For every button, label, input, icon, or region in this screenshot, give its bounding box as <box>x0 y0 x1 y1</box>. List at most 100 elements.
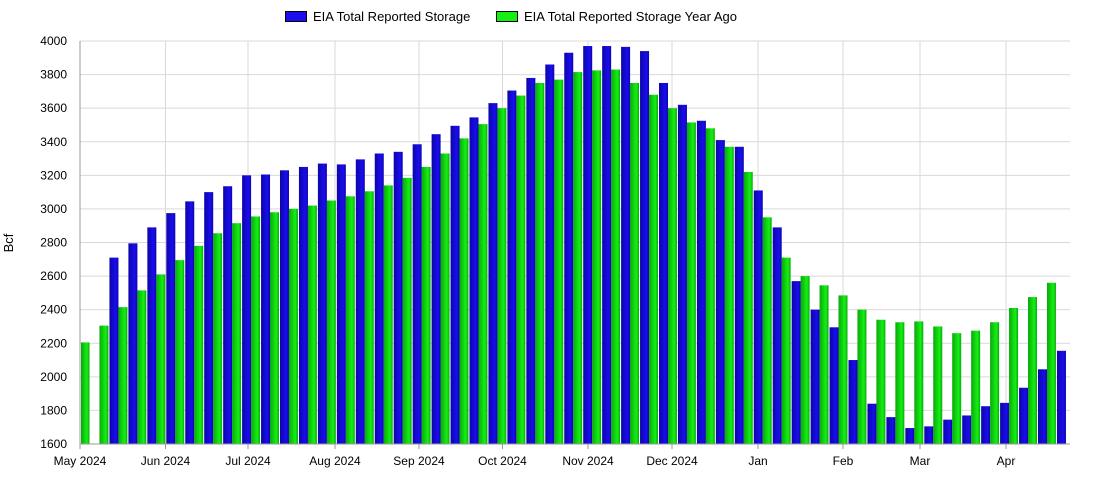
bar-current <box>886 417 896 444</box>
bar-year-ago <box>99 325 109 444</box>
bar-year-ago <box>440 153 450 445</box>
bar-year-ago <box>459 138 469 444</box>
y-tick-label: 2400 <box>40 303 67 317</box>
bar-year-ago <box>611 69 621 444</box>
bar-current <box>185 201 195 444</box>
bar-current <box>545 64 555 444</box>
x-tick-label: Mar <box>910 454 931 468</box>
bar-year-ago <box>497 108 507 445</box>
legend-swatch-current <box>285 10 307 22</box>
bar-current <box>1019 387 1029 444</box>
x-tick-label: Apr <box>997 454 1016 468</box>
bar-year-ago <box>667 108 677 445</box>
bar-year-ago <box>156 274 166 444</box>
bar-year-ago <box>630 82 640 445</box>
bar-year-ago <box>345 196 355 444</box>
x-tick-label: Jul 2024 <box>225 454 271 468</box>
x-tick-label: Feb <box>833 454 854 468</box>
bar-year-ago <box>914 321 924 444</box>
bar-year-ago <box>743 171 753 444</box>
bar-current <box>128 243 138 444</box>
bar-year-ago <box>402 177 412 444</box>
bar-year-ago <box>1028 297 1037 444</box>
bar-year-ago <box>554 79 564 444</box>
bar-current <box>488 103 498 445</box>
bar-year-ago <box>307 205 317 444</box>
bar-year-ago <box>81 342 90 444</box>
bar-current <box>734 146 744 444</box>
bar-current <box>412 144 422 445</box>
bar-year-ago <box>762 217 772 444</box>
x-tick-label: Oct 2024 <box>478 454 527 468</box>
bar-current <box>772 227 782 444</box>
bar-year-ago <box>194 245 204 444</box>
bar-current <box>962 415 972 444</box>
bar-year-ago <box>857 309 867 444</box>
bar-current <box>753 190 763 444</box>
bar-current <box>1056 350 1066 444</box>
legend-item-current: EIA Total Reported Storage <box>285 6 470 26</box>
bar-year-ago <box>800 276 810 444</box>
bar-year-ago <box>535 82 545 445</box>
bar-current <box>223 186 233 444</box>
bar-year-ago <box>649 94 658 444</box>
bar-year-ago <box>478 124 488 445</box>
legend-item-year-ago: EIA Total Reported Storage Year Ago <box>496 6 737 26</box>
x-tick-label: Jun 2024 <box>141 454 191 468</box>
bar-current <box>829 327 839 444</box>
bar-current <box>602 46 612 444</box>
bar-current <box>810 309 820 444</box>
x-tick-label: Nov 2024 <box>562 454 614 468</box>
bar-year-ago <box>686 122 696 445</box>
legend-label-current: EIA Total Reported Storage <box>313 8 471 24</box>
bar-year-ago <box>705 128 715 445</box>
bar-current <box>469 117 479 444</box>
bar-current <box>677 104 687 444</box>
bar-year-ago <box>933 326 943 444</box>
bar-year-ago <box>175 260 185 444</box>
bar-current <box>109 257 119 444</box>
bar-current <box>943 419 953 444</box>
y-tick-label: 3000 <box>40 202 67 216</box>
x-tick-label: Sep 2024 <box>393 454 445 468</box>
bar-current <box>355 159 365 444</box>
bar-year-ago <box>838 295 848 444</box>
bar-current <box>1038 369 1047 444</box>
y-tick-label: 3600 <box>40 101 67 115</box>
bar-current <box>204 192 214 444</box>
bar-current <box>1000 402 1010 444</box>
bar-year-ago <box>118 307 128 444</box>
x-tick-label: Dec 2024 <box>646 454 698 468</box>
bar-current <box>715 140 725 444</box>
bar-current <box>848 360 858 444</box>
bar-year-ago <box>326 200 336 444</box>
y-tick-label: 3800 <box>40 68 67 82</box>
y-tick-label: 2600 <box>40 269 67 283</box>
bar-year-ago <box>251 216 261 444</box>
bar-current <box>298 166 308 444</box>
bar-year-ago <box>213 233 223 444</box>
chart-bars <box>81 46 1066 445</box>
chart-legend: EIA Total Reported Storage EIA Total Rep… <box>0 6 1100 26</box>
bar-current <box>640 51 650 444</box>
bar-year-ago <box>270 212 279 444</box>
bar-year-ago <box>383 185 393 445</box>
x-tick-label: Aug 2024 <box>309 454 361 468</box>
bar-current <box>147 227 157 444</box>
bar-year-ago <box>895 322 905 444</box>
y-tick-label: 2800 <box>40 236 67 250</box>
y-tick-label: 3200 <box>40 168 67 182</box>
bar-current <box>166 213 176 444</box>
bar-year-ago <box>137 290 147 444</box>
bar-year-ago <box>952 333 962 444</box>
bar-current <box>431 134 441 444</box>
y-axis-title: Bcf <box>1 233 16 252</box>
bar-year-ago <box>516 95 526 445</box>
bar-current <box>791 281 801 444</box>
bar-year-ago <box>1046 282 1056 444</box>
bar-current <box>336 164 346 444</box>
bar-year-ago <box>724 146 734 444</box>
bar-current <box>564 52 574 445</box>
bar-current <box>526 77 536 445</box>
x-tick-label: May 2024 <box>54 454 107 468</box>
